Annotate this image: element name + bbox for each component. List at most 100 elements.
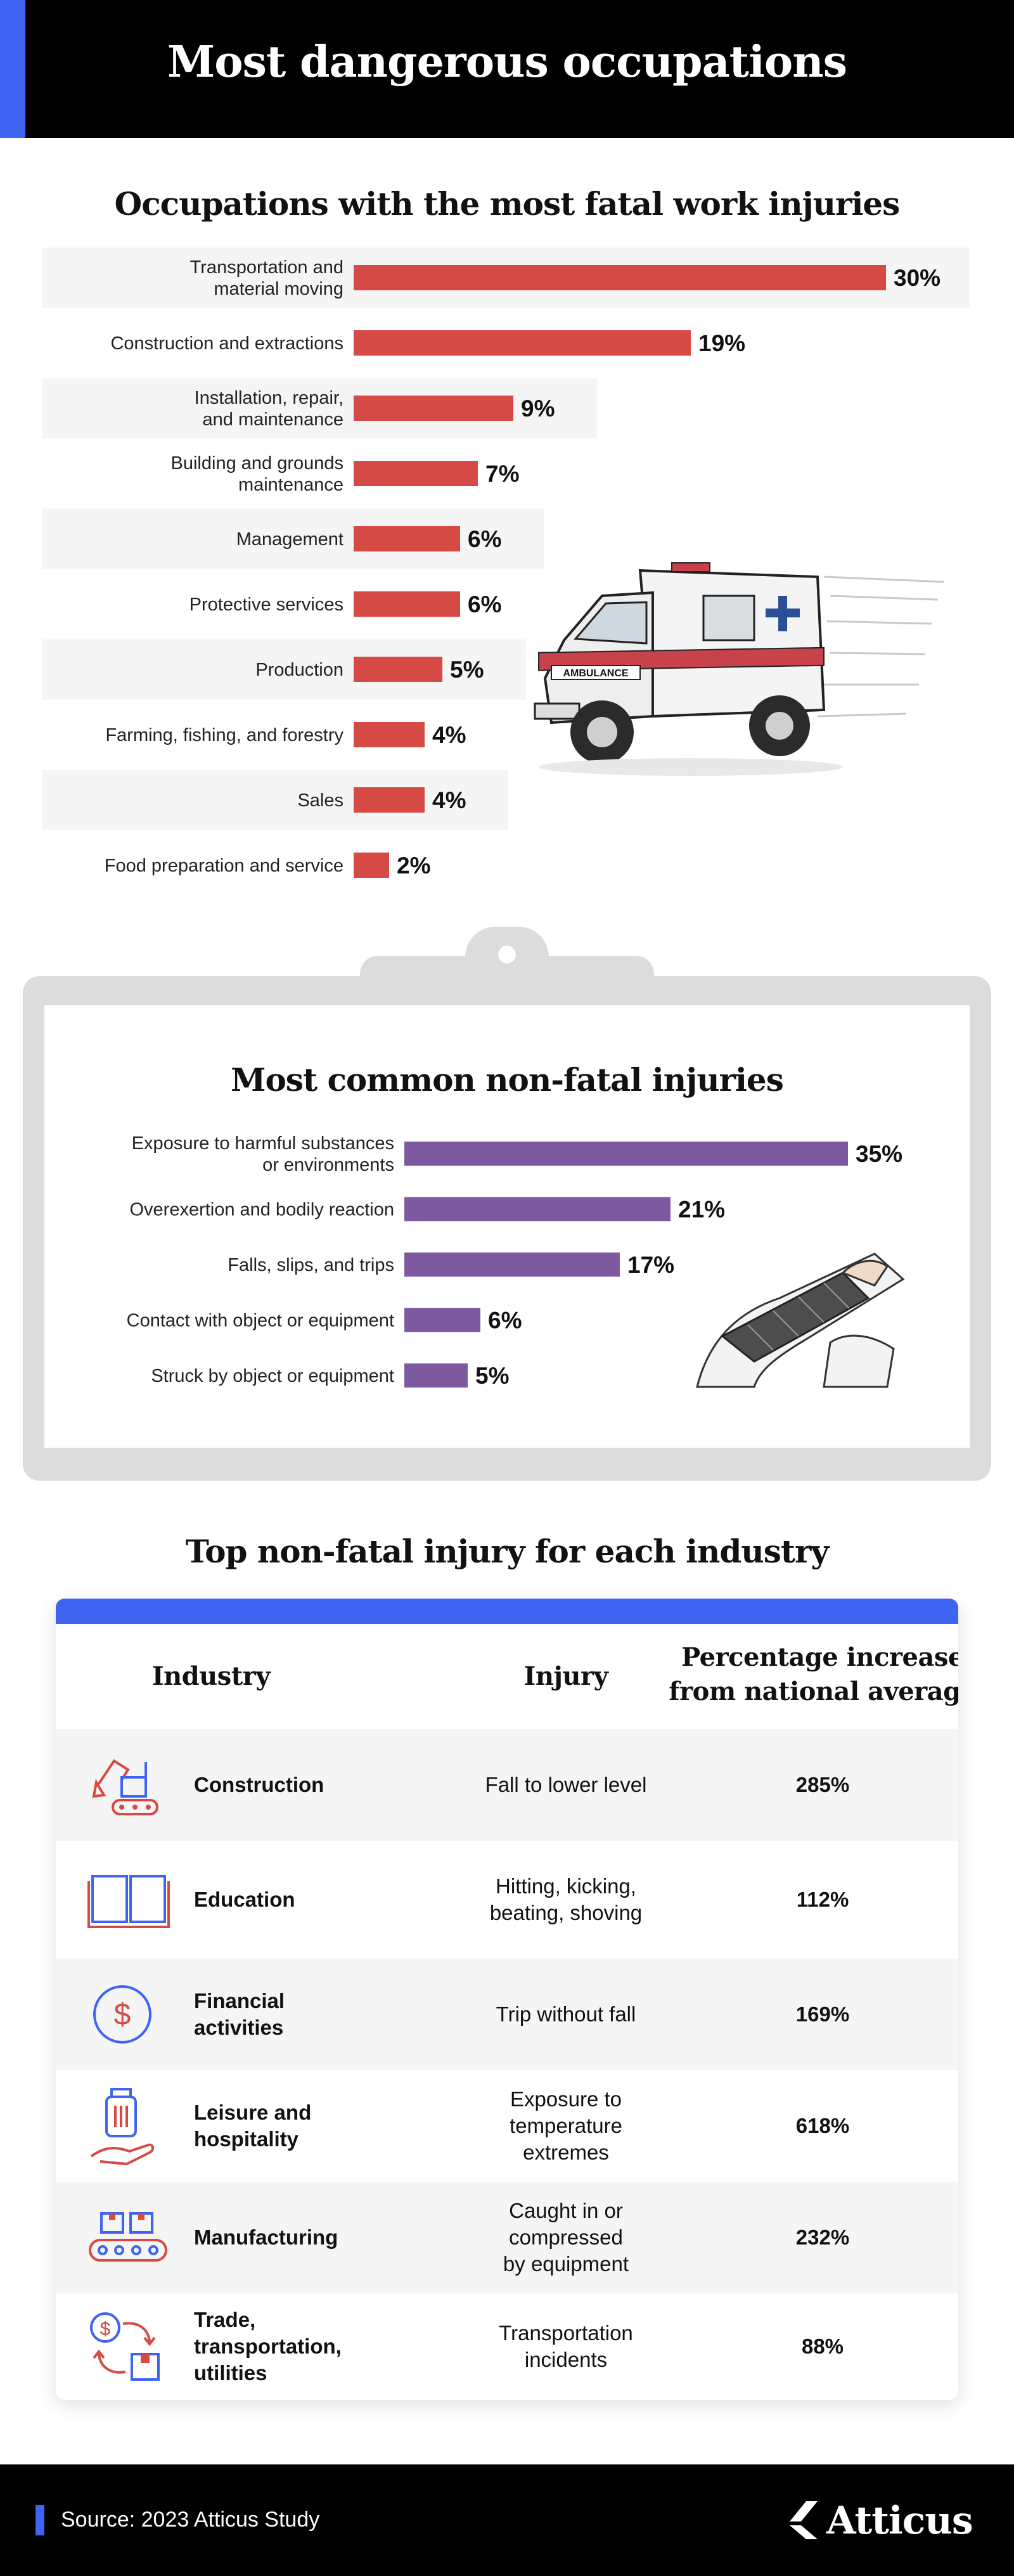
increase-trade: 88% xyxy=(801,2334,844,2358)
trade-exchange-icon: $ xyxy=(90,2312,160,2381)
svg-text:$: $ xyxy=(114,1998,131,2032)
footer-bar xyxy=(0,2464,1014,2576)
bar-label: Falls, slips, and trips xyxy=(228,1255,394,1275)
bar xyxy=(354,722,425,747)
bar-label: Contact with object or equipment xyxy=(127,1311,394,1331)
increase-leisure: 618% xyxy=(795,2114,850,2137)
bar-value-label: 21% xyxy=(678,1197,725,1223)
industry-education: Education xyxy=(194,1888,295,1911)
header-accent-stripe xyxy=(0,0,25,138)
bar-label: Farming, fishing, and forestry xyxy=(105,725,343,745)
bar-label: Sales xyxy=(297,790,343,811)
bar-value-label: 17% xyxy=(627,1252,674,1278)
bar-value-label: 9% xyxy=(521,396,555,422)
bar xyxy=(354,461,478,486)
bar xyxy=(354,853,389,878)
bar-value-label: 7% xyxy=(485,461,519,487)
industry-financial: Financial activities xyxy=(194,1989,285,2039)
clipboard-paper xyxy=(44,1005,970,1448)
increase-financial: 169% xyxy=(795,2002,850,2026)
atticus-logo-icon[interactable] xyxy=(787,2500,823,2541)
table-row-leisure: Leisure and hospitality Exposure to temper… xyxy=(56,2070,958,2182)
header-industry: Industry xyxy=(151,1661,271,1691)
increase-construction: 285% xyxy=(795,1773,850,1796)
header-bar xyxy=(0,0,1014,138)
injury-trade: Transportation incidents xyxy=(499,2321,633,2371)
bar-label: and maintenance xyxy=(203,409,344,430)
bar-label: Management xyxy=(236,529,343,550)
bar-label: Installation, repair, xyxy=(195,388,343,408)
industry-table: Industry Injury Percentage increase from… xyxy=(56,1599,958,2400)
bar-value-label: 5% xyxy=(475,1363,509,1389)
svg-text:$: $ xyxy=(100,2319,111,2340)
injury-education: Hitting, kicking, beating, shoving xyxy=(489,1874,643,1924)
bar-label: or environments xyxy=(262,1155,394,1175)
clipboard-hole xyxy=(498,946,516,963)
bar-label: Overexertion and bodily reaction xyxy=(129,1200,394,1220)
industry-table-title: Top non-fatal injury for each industry xyxy=(185,1533,830,1570)
footer-accent-stripe xyxy=(35,2505,44,2535)
atticus-logo-text[interactable]: Atticus xyxy=(826,2499,973,2543)
bar-value-label: 4% xyxy=(432,787,466,813)
row-background xyxy=(42,639,526,700)
bar-value-label: 30% xyxy=(894,265,940,291)
table-row-construction: Construction Fall to lower level 285% xyxy=(56,1729,958,1841)
table-row-financial: $ Financial activities Trip without fall … xyxy=(56,1959,958,2070)
bar-value-label: 6% xyxy=(468,591,501,617)
table-top-bar xyxy=(56,1599,958,1624)
dollar-circle-icon: $ xyxy=(93,1985,151,2044)
bar-value-label: 19% xyxy=(698,330,745,356)
injury-construction: Fall to lower level xyxy=(485,1773,647,1796)
bar xyxy=(404,1363,468,1388)
bar-label: Building and grounds xyxy=(171,453,343,473)
open-book-icon xyxy=(87,1875,170,1928)
bar-label: Exposure to harmful substances xyxy=(132,1133,394,1154)
page-title: Most dangerous occupations xyxy=(167,37,847,87)
increase-manufacturing: 232% xyxy=(795,2225,850,2249)
bar xyxy=(404,1197,671,1221)
table-row-education: Education Hitting, kicking, beating, shov… xyxy=(56,1841,958,1959)
header-increase: Percentage increase from national averag… xyxy=(669,1642,958,1706)
increase-education: 112% xyxy=(796,1888,849,1911)
injury-leisure: Exposure to temperature extremes xyxy=(510,2087,622,2164)
row-background xyxy=(42,770,508,830)
bar-label: Food preparation and service xyxy=(105,856,343,876)
bar xyxy=(354,591,460,617)
industry-manufacturing: Manufacturing xyxy=(194,2225,338,2249)
cast-arm-illustration xyxy=(696,1253,905,1388)
bar-label: maintenance xyxy=(238,475,343,495)
injury-manufacturing: Caught in or compressed by equipment xyxy=(503,2199,629,2276)
bar-label: Transportation and xyxy=(190,257,343,278)
ambulance-illustration: AMBULANCE xyxy=(534,562,945,776)
conveyor-belt-icon xyxy=(89,2212,167,2262)
bar-label: Protective services xyxy=(189,595,343,615)
luggage-hand-icon xyxy=(90,2088,154,2166)
bar xyxy=(404,1308,480,1332)
nonfatal-chart-title: Most common non-fatal injuries xyxy=(231,1061,784,1098)
bar-value-label: 35% xyxy=(856,1141,902,1167)
bar xyxy=(354,330,691,356)
industry-leisure: Leisure and hospitality xyxy=(194,2101,312,2151)
bar-value-label: 2% xyxy=(397,853,430,879)
injury-financial: Trip without fall xyxy=(496,2002,636,2026)
bar xyxy=(404,1142,848,1166)
bar xyxy=(404,1253,620,1277)
bar xyxy=(354,526,460,551)
bar-label: Production xyxy=(255,660,343,680)
bar xyxy=(354,787,425,813)
fatal-chart-title: Occupations with the most fatal work inj… xyxy=(114,185,901,222)
industry-trade: Trade, transportation, utilities xyxy=(194,2308,342,2385)
source-note: Source: 2023 Atticus Study xyxy=(61,2508,320,2532)
table-row-trade: $ Trade, transportation, utilities Transpo… xyxy=(56,2293,958,2400)
bar-value-label: 6% xyxy=(488,1308,522,1334)
bar-label: material moving xyxy=(214,279,343,299)
bar-label: Struck by object or equipment xyxy=(151,1366,394,1386)
bar-value-label: 6% xyxy=(468,526,501,552)
bar-value-label: 4% xyxy=(432,722,466,748)
header-injury: Injury xyxy=(523,1661,608,1691)
table-row-manufacturing: Manufacturing Caught in or compressed by e… xyxy=(56,2182,958,2293)
bar xyxy=(354,265,886,290)
excavator-icon xyxy=(92,1759,158,1815)
